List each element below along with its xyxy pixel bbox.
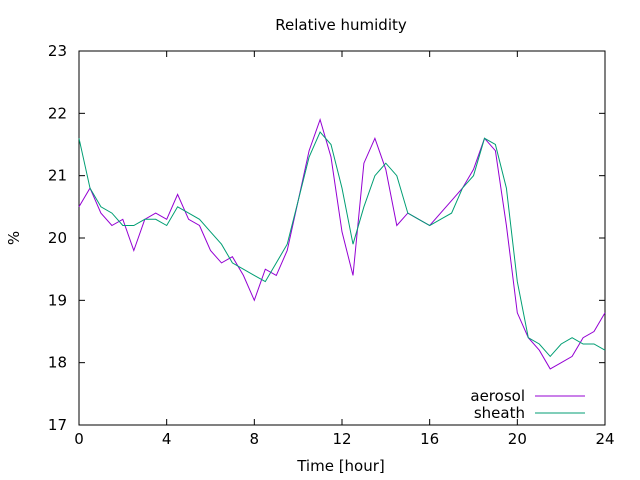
y-tick-label: 18 — [48, 354, 67, 372]
x-tick-label: 12 — [332, 430, 351, 448]
plot-frame — [78, 50, 606, 426]
y-tick-label: 17 — [48, 416, 67, 434]
legend-label-sheath: sheath — [474, 404, 525, 422]
x-tick-label: 24 — [595, 430, 614, 448]
series-line-aerosol — [78, 117, 606, 370]
series-layer — [78, 117, 606, 370]
x-tick-label: 20 — [508, 430, 527, 448]
x-axis-title: Time [hour] — [296, 457, 385, 475]
y-axis-title: % — [5, 231, 23, 245]
x-tick-label: 8 — [250, 430, 260, 448]
legend-label-aerosol: aerosol — [470, 387, 525, 405]
y-tick-labels: 17 18 19 20 21 22 23 — [48, 42, 67, 434]
chart-title: Relative humidity — [275, 16, 407, 34]
axis-ticks — [78, 50, 606, 426]
x-tick-labels: 0 4 8 12 16 20 24 — [74, 430, 614, 448]
y-tick-label: 22 — [48, 104, 67, 122]
y-tick-label: 23 — [48, 42, 67, 60]
y-tick-label: 20 — [48, 229, 67, 247]
x-tick-label: 16 — [420, 430, 439, 448]
x-tick-label: 4 — [162, 430, 172, 448]
y-tick-label: 19 — [48, 291, 67, 309]
x-tick-label: 0 — [74, 430, 84, 448]
series-line-sheath — [78, 131, 606, 358]
y-tick-label: 21 — [48, 167, 67, 185]
